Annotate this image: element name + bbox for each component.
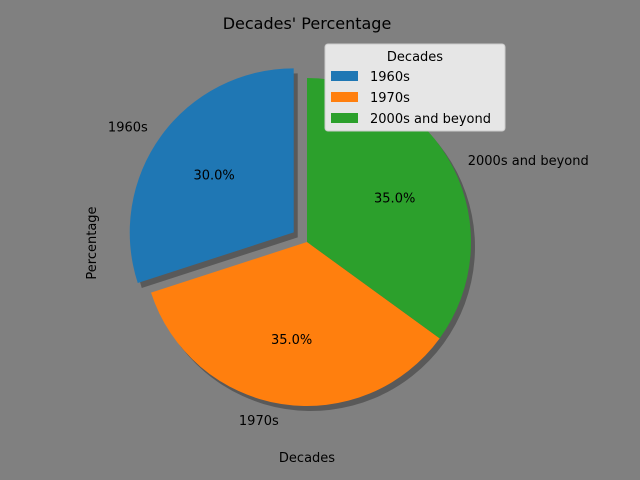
legend-swatch-1960s xyxy=(331,71,358,81)
slice-percent-label-1970s: 35.0% xyxy=(271,333,312,348)
legend-label-1970s: 1970s xyxy=(370,91,410,106)
legend-label-1960s: 1960s xyxy=(370,70,410,85)
chart-title: Decades' Percentage xyxy=(223,14,392,33)
slice-percent-label-1960s: 30.0% xyxy=(193,169,234,184)
slice-category-label-1970s: 1970s xyxy=(239,414,279,429)
y-axis-label: Percentage xyxy=(85,206,100,279)
slice-percent-label-2000s-and-beyond: 35.0% xyxy=(374,191,415,206)
legend-label-2000s-and-beyond: 2000s and beyond xyxy=(370,112,491,127)
slice-category-label-2000s-and-beyond: 2000s and beyond xyxy=(468,154,589,169)
pie-slice-1960s xyxy=(129,68,294,284)
legend-entries: 1960s 1970s 2000s and beyond xyxy=(331,70,491,127)
pie-slice-2000s-and-beyond xyxy=(307,78,471,339)
legend-swatch-1970s xyxy=(331,92,358,102)
legend-swatch-2000s-and-beyond xyxy=(331,113,358,123)
legend-title: Decades xyxy=(387,50,443,65)
pie-slice-1970s xyxy=(151,242,440,406)
slice-layer xyxy=(129,68,471,406)
label-layer: 30.0% 1960s 35.0% 1970s 35.0% 2000s and beyon… xyxy=(108,120,589,429)
legend-box xyxy=(324,43,506,132)
legend: Decades 1960s 1970s 2000s and beyond xyxy=(324,43,506,132)
x-axis-label: Decades xyxy=(279,451,335,466)
slice-category-label-1960s: 1960s xyxy=(108,120,148,135)
